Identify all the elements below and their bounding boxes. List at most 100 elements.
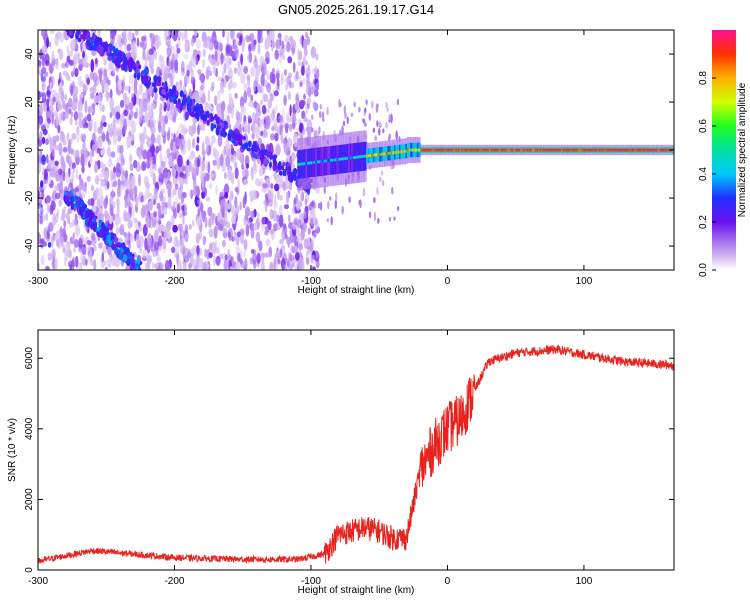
spectrogram-noise-mark <box>70 111 74 118</box>
carrier-core-mark <box>420 148 423 152</box>
spectrogram-noise-mark <box>74 68 79 77</box>
spectrogram-trace-mark <box>125 59 130 66</box>
carrier-core-mark <box>656 148 659 152</box>
spectrogram-trace-mark <box>231 138 236 144</box>
spectrogram-noise-mark <box>330 216 333 226</box>
spectrogram-noise-mark <box>159 151 163 164</box>
carrier-core-mark <box>562 148 565 152</box>
carrier-core-mark <box>377 153 380 156</box>
spectrogram-noise-mark <box>326 218 329 223</box>
spectrogram-noise-mark <box>158 134 162 146</box>
spectrogram-noise-mark <box>182 264 187 270</box>
spectrogram-trace-mark <box>210 115 214 122</box>
carrier-core-mark <box>380 152 383 156</box>
spectrogram-noise-mark <box>269 228 275 235</box>
carrier-core-mark <box>659 148 662 152</box>
carrier-core-mark <box>353 156 356 159</box>
spectrogram-trace-mark <box>247 140 252 148</box>
spectrogram-noise-mark <box>86 239 92 246</box>
spectrogram-noise-mark <box>261 104 267 115</box>
spectrogram-trace-mark <box>61 22 64 26</box>
spectrogram-noise-mark <box>268 201 272 208</box>
spectrogram-noise-mark <box>393 216 396 221</box>
spectrogram-noise-mark <box>201 176 205 188</box>
spectrogram-noise-mark <box>244 206 251 217</box>
spectrogram-noise-mark <box>67 155 73 168</box>
spectrogram-noise-mark <box>212 146 217 158</box>
spectrogram-noise-mark <box>177 260 182 270</box>
spectrogram-noise-mark <box>73 54 77 62</box>
carrier-core-mark <box>331 158 334 162</box>
spectrogram-noise-mark <box>81 165 85 174</box>
spectrogram-noise-mark <box>129 163 134 172</box>
spectrogram-trace-mark <box>186 103 191 113</box>
spectrogram-noise-mark <box>378 127 381 136</box>
carrier-core-mark <box>321 159 325 163</box>
spectrogram-noise-mark <box>158 208 162 221</box>
carrier-core-mark <box>590 148 593 152</box>
x-tick-label: -100 <box>301 576 321 587</box>
spectrogram-noise-mark <box>239 201 242 211</box>
carrier-core-mark <box>587 148 590 152</box>
spectrogram-noise-mark <box>207 89 211 102</box>
spectrogram-noise-mark <box>186 69 190 77</box>
spectrogram-noise-mark <box>195 164 199 177</box>
spectrogram-noise-mark <box>149 166 155 179</box>
spectrogram-trace-mark <box>90 40 94 47</box>
spectrogram-noise-mark <box>197 69 202 75</box>
spectrogram-trace-mark <box>157 75 162 83</box>
spectrogram-noise-mark <box>271 73 276 85</box>
spectrogram-noise-mark <box>223 260 229 270</box>
carrier-core-mark <box>472 148 475 152</box>
carrier-core-mark <box>461 148 464 152</box>
spectrogram-noise-mark <box>38 105 44 113</box>
spectrogram-noise-mark <box>193 58 196 68</box>
spectrogram-noise-mark <box>94 175 99 185</box>
spectrogram-noise-mark <box>184 230 189 243</box>
carrier-core-mark <box>623 148 626 152</box>
carrier-core-mark <box>479 148 482 152</box>
carrier-core-mark <box>598 148 601 152</box>
spectrogram-trace-mark <box>198 111 203 116</box>
spectrogram-noise-mark <box>283 69 288 76</box>
spectrogram-noise-mark <box>210 173 214 179</box>
spectrogram-noise-mark <box>116 197 120 207</box>
spectrogram-noise-mark <box>263 200 269 206</box>
carrier-core-mark <box>443 148 446 152</box>
spectrogram-noise-mark <box>67 207 73 214</box>
spectrogram-noise-mark <box>89 249 93 262</box>
spectrogram-noise-mark <box>323 185 326 195</box>
carrier-core-mark <box>611 148 614 152</box>
spectrogram-noise-mark <box>209 70 212 77</box>
spectrogram-trace-mark <box>221 130 226 135</box>
spectrogram-noise-mark <box>145 88 149 99</box>
spectrogram-noise-mark <box>243 90 248 104</box>
carrier-core-mark <box>364 154 367 158</box>
spectrogram-trace-mark <box>99 48 104 57</box>
spectrogram-noise-mark <box>141 161 147 172</box>
spectrogram-noise-mark <box>201 159 205 172</box>
spectrogram-noise-mark <box>214 50 218 62</box>
spectrogram-noise-mark <box>259 118 264 125</box>
spectrogram-noise-mark <box>196 199 202 205</box>
carrier-core-mark <box>400 150 403 154</box>
spectrogram-trace-mark <box>58 16 61 22</box>
spectrogram-noise-mark <box>71 219 77 227</box>
colorbar-tick-label: 0.4 <box>698 167 709 181</box>
spectrogram-noise-mark <box>166 47 171 55</box>
spectrogram-noise-mark <box>60 91 65 102</box>
spectrogram-noise-mark <box>220 100 226 112</box>
spectrogram-noise-mark <box>292 262 295 268</box>
spectrogram-noise-mark <box>46 204 50 213</box>
carrier-core-mark <box>495 148 498 152</box>
spectrogram-noise-mark <box>251 189 257 201</box>
carrier-core-mark <box>577 148 580 152</box>
spectrogram-noise-mark <box>100 178 106 187</box>
carrier-core-mark <box>343 157 346 161</box>
y-tick-label: 4000 <box>24 417 35 440</box>
spectrogram-noise-mark <box>173 201 176 210</box>
spectrogram-noise-mark <box>148 140 153 147</box>
carrier-core-mark <box>538 148 541 152</box>
spectrogram-noise-mark <box>240 53 244 66</box>
